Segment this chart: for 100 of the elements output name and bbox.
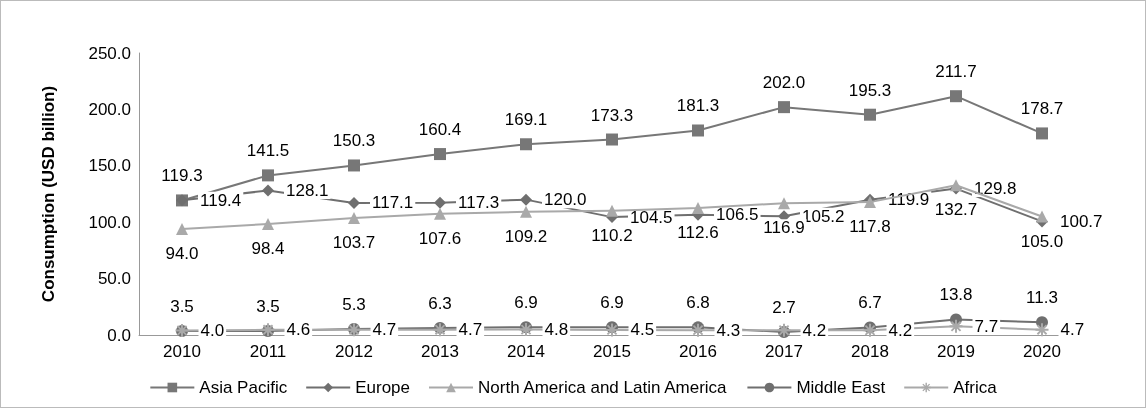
- data-label: 4.2: [888, 320, 913, 340]
- data-label: 3.5: [256, 297, 280, 317]
- y-tick-label: 0.0: [107, 325, 131, 345]
- point: [606, 133, 618, 146]
- point: [262, 169, 274, 182]
- data-label: 6.8: [686, 293, 710, 313]
- point: [1036, 210, 1048, 223]
- legend-label: Middle East: [796, 378, 886, 397]
- data-label: 202.0: [762, 73, 806, 93]
- x-tick-label: 2019: [937, 342, 975, 361]
- data-label: 160.4: [418, 120, 462, 140]
- point: [348, 196, 360, 209]
- data-label: 6.9: [600, 293, 624, 313]
- y-tick-label: 150.0: [88, 156, 131, 176]
- data-label: 4.3: [716, 320, 741, 340]
- point: [1036, 127, 1048, 140]
- x-tick-label: 2012: [335, 342, 373, 361]
- point: [262, 184, 274, 197]
- data-label: 181.3: [676, 96, 720, 116]
- data-label: 107.6: [418, 228, 462, 248]
- data-label: 4.5: [630, 320, 655, 340]
- data-label: 7.7: [974, 316, 999, 336]
- data-label: 195.3: [848, 80, 892, 100]
- data-label: 117.1: [372, 193, 414, 213]
- data-label: 119.4: [200, 190, 242, 210]
- point: [434, 196, 446, 209]
- data-label: 4.2: [802, 320, 827, 340]
- y-axis-title: Consumption (USD billion): [39, 85, 58, 303]
- data-label: 4.7: [372, 320, 397, 340]
- point: [778, 101, 790, 114]
- x-tick-label: 2013: [421, 342, 459, 361]
- data-label: 98.4: [251, 239, 285, 258]
- data-label: 3.5: [170, 297, 194, 317]
- data-label: 11.3: [1026, 288, 1058, 308]
- x-tick-label: 2015: [593, 342, 631, 361]
- data-label: 4.7: [1060, 320, 1085, 340]
- legend-label: Europe: [355, 378, 411, 397]
- point: [864, 108, 876, 121]
- data-label: 117.8: [849, 217, 891, 237]
- data-label: 150.3: [332, 131, 376, 151]
- data-label: 109.2: [504, 226, 548, 246]
- x-tick-label: 2018: [851, 342, 889, 361]
- data-label: 129.8: [974, 179, 1017, 199]
- data-label: 128.1: [286, 181, 329, 200]
- data-label: 5.3: [342, 295, 366, 315]
- data-label: 4.8: [544, 320, 569, 340]
- point: [520, 205, 532, 218]
- data-label: 6.9: [514, 293, 538, 313]
- data-label: 178.7: [1020, 99, 1064, 119]
- legend-label: Asia Pacific: [199, 378, 288, 397]
- y-tick-label: 250.0: [88, 43, 131, 63]
- data-label: 103.7: [332, 233, 376, 253]
- point: [606, 204, 618, 217]
- data-label: 132.7: [934, 200, 978, 220]
- data-label: 100.7: [1060, 211, 1103, 231]
- data-label: 106.5: [716, 205, 759, 225]
- data-label: 119.3: [161, 166, 203, 186]
- data-label: 6.7: [858, 293, 882, 313]
- point: [348, 159, 360, 172]
- data-label: 104.5: [630, 207, 673, 227]
- data-label: 105.0: [1020, 231, 1064, 251]
- x-tick-label: 2017: [765, 342, 803, 361]
- data-label: 119.9: [888, 190, 930, 210]
- data-label: 4.7: [458, 320, 483, 340]
- point: [692, 124, 704, 137]
- x-tick-label: 2010: [163, 342, 201, 361]
- data-label: 141.5: [246, 141, 290, 161]
- y-tick-label: 200.0: [88, 99, 131, 119]
- point: [778, 197, 790, 210]
- data-label: 117.3: [458, 193, 500, 213]
- data-label: 2.7: [772, 297, 796, 317]
- point: [262, 218, 274, 230]
- data-label: 169.1: [504, 110, 548, 130]
- x-tick-label: 2020: [1023, 342, 1061, 361]
- data-label: 211.7: [935, 62, 977, 82]
- point: [348, 212, 360, 225]
- point: [434, 207, 446, 220]
- data-label: 110.2: [591, 225, 633, 245]
- data-label: 6.3: [428, 293, 452, 313]
- point: [692, 201, 704, 214]
- legend-label: North America and Latin America: [478, 378, 728, 397]
- point: [950, 90, 962, 103]
- data-label: 112.6: [677, 222, 719, 242]
- x-tick-label: 2011: [249, 342, 287, 361]
- y-tick-label: 50.0: [97, 269, 131, 289]
- data-label: 94.0: [165, 243, 199, 263]
- x-tick-label: 2016: [679, 342, 717, 361]
- legend-label: Africa: [953, 378, 998, 397]
- data-label: 4.0: [200, 320, 225, 340]
- data-label: 120.0: [544, 190, 587, 210]
- point: [520, 193, 532, 206]
- data-label: 13.8: [939, 285, 973, 305]
- point: [520, 138, 532, 151]
- point: [434, 148, 446, 161]
- x-tick-label: 2014: [507, 342, 545, 361]
- data-label: 116.9: [763, 218, 805, 238]
- point: [176, 222, 188, 235]
- y-tick-label: 100.0: [88, 212, 131, 232]
- data-label: 173.3: [590, 105, 634, 125]
- data-label: 4.6: [286, 320, 311, 340]
